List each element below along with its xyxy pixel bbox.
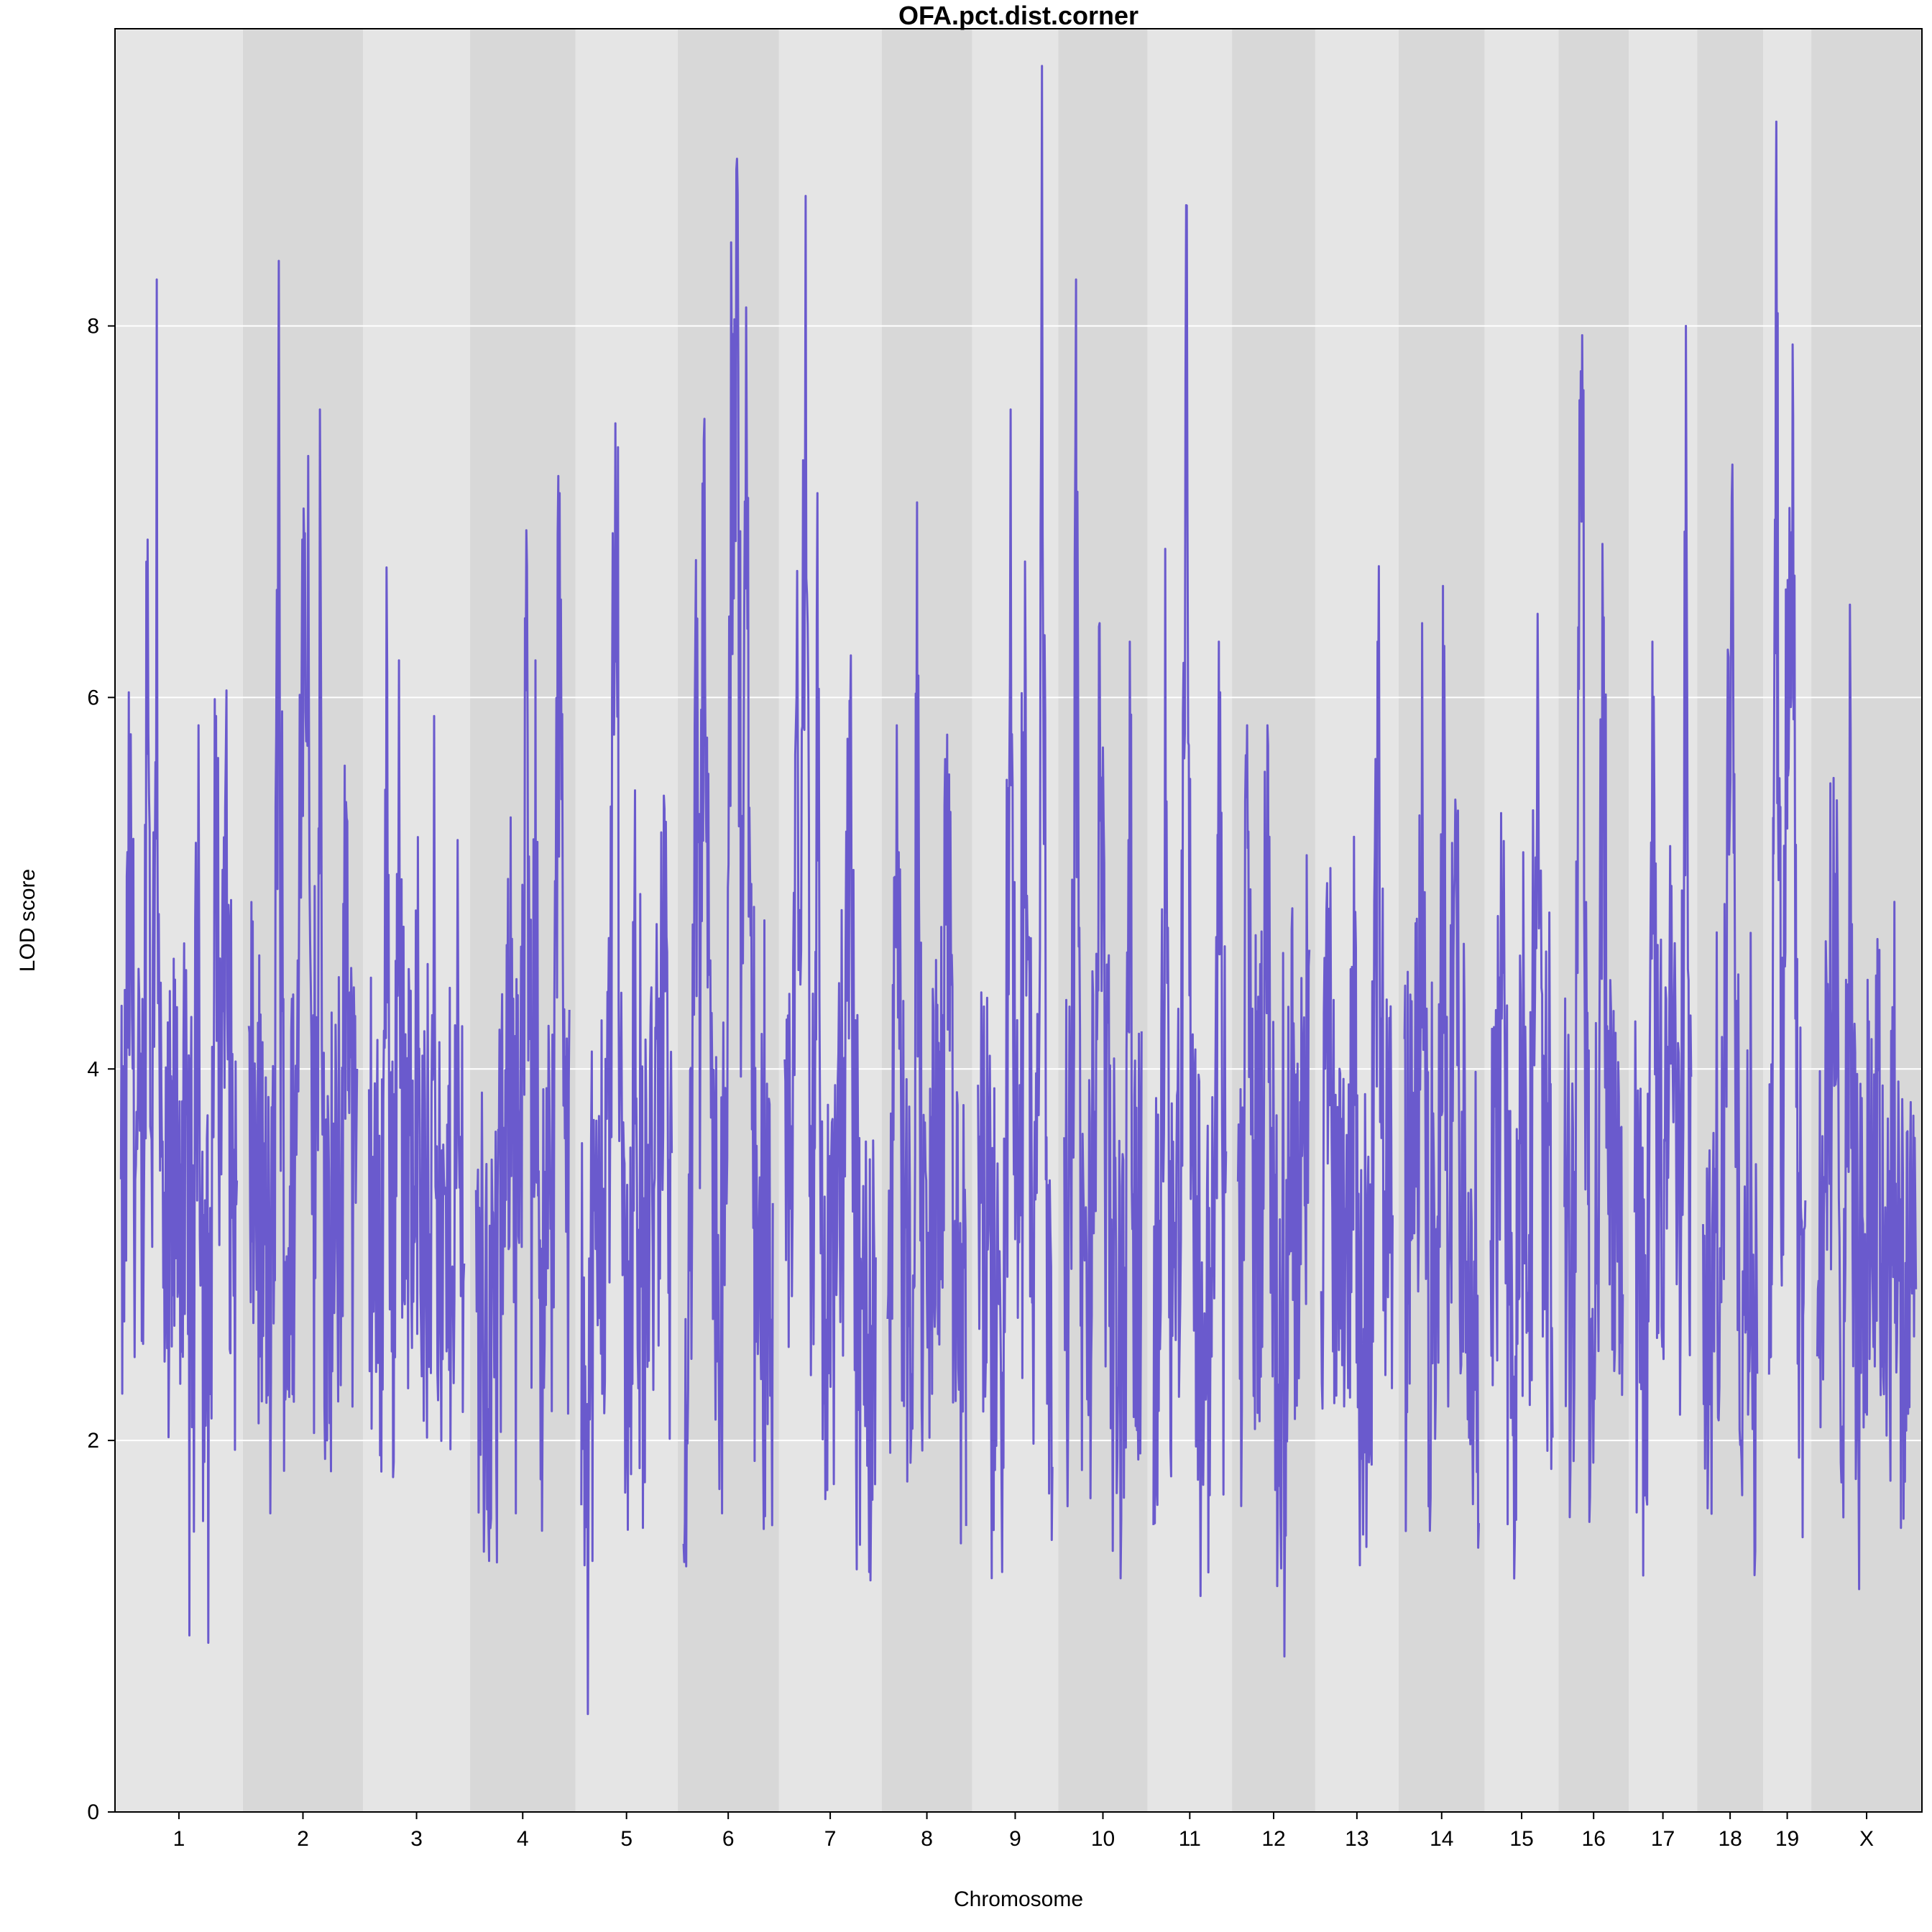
y-axis-label: LOD score xyxy=(16,869,40,972)
x-tick-label: 2 xyxy=(297,1827,309,1851)
chart-title: OFA.pct.dist.corner xyxy=(898,1,1138,30)
x-tick-label: 9 xyxy=(1009,1827,1021,1851)
y-axis: 0 2 4 6 8 xyxy=(87,315,115,1824)
lod-line-chr-8 xyxy=(886,501,967,1545)
x-tick-label: 14 xyxy=(1430,1827,1453,1851)
y-tick-label: 6 xyxy=(87,686,99,709)
lod-line-chr-9 xyxy=(977,65,1054,1580)
lod-line-chr-13 xyxy=(1320,565,1394,1567)
lod-line-chr-X xyxy=(1816,603,1918,1591)
lod-line-chr-14 xyxy=(1403,584,1480,1549)
chromosome-band-18 xyxy=(1697,29,1764,1812)
lod-line-chr-10 xyxy=(1063,278,1143,1580)
lod-line-chr-3 xyxy=(367,566,466,1478)
x-tick-label: 13 xyxy=(1345,1827,1368,1851)
lod-line-chr-18 xyxy=(1702,463,1759,1576)
chromosome-band-X xyxy=(1811,29,1922,1812)
lod-line-chr-7 xyxy=(783,195,877,1582)
x-tick-label: 19 xyxy=(1775,1827,1799,1851)
chromosome-band-19 xyxy=(1763,29,1812,1812)
x-tick-label: 11 xyxy=(1179,1827,1201,1851)
lod-line-chr-6 xyxy=(682,157,774,1568)
lod-line-chr-17 xyxy=(1633,325,1693,1577)
plot-frame xyxy=(114,28,1923,1813)
x-tick-label: 4 xyxy=(517,1827,529,1851)
x-axis: 1 2 3 4 5 6 7 8 9 10 11 12 13 14 15 16 17 18 19 X xyxy=(173,1812,1874,1851)
lod-line-chr-12 xyxy=(1236,724,1311,1658)
lod-series xyxy=(119,65,1918,1716)
lod-line-chr-1 xyxy=(119,278,239,1644)
y-tick-label: 0 xyxy=(87,1800,99,1824)
lod-line-chr-16 xyxy=(1563,334,1624,1523)
x-tick-label: 10 xyxy=(1091,1827,1115,1851)
x-tick-label: 12 xyxy=(1261,1827,1285,1851)
x-tick-label: 16 xyxy=(1582,1827,1606,1851)
chromosome-band-15 xyxy=(1484,29,1559,1812)
lod-line-chr-19 xyxy=(1767,120,1807,1539)
chromosome-band-16 xyxy=(1558,29,1629,1812)
x-tick-label: 17 xyxy=(1651,1827,1675,1851)
x-tick-label: 18 xyxy=(1718,1827,1742,1851)
y-tick-label: 8 xyxy=(87,315,99,339)
lod-line-chr-15 xyxy=(1489,612,1554,1580)
x-tick-label: X xyxy=(1859,1827,1874,1851)
x-tick-label: 3 xyxy=(410,1827,423,1851)
lod-line-chr-2 xyxy=(247,259,359,1514)
lod-line-chr-11 xyxy=(1152,204,1228,1597)
x-tick-label: 5 xyxy=(620,1827,632,1851)
lod-line-chr-4 xyxy=(474,474,571,1564)
x-axis-label: Chromosome xyxy=(954,1887,1083,1911)
y-tick-label: 2 xyxy=(87,1429,99,1453)
x-tick-label: 7 xyxy=(824,1827,837,1851)
x-tick-label: 8 xyxy=(921,1827,933,1851)
x-tick-label: 15 xyxy=(1509,1827,1533,1851)
x-tick-label: 6 xyxy=(722,1827,735,1851)
lod-line-chr-5 xyxy=(580,422,673,1716)
x-tick-label: 1 xyxy=(173,1827,185,1851)
y-tick-label: 4 xyxy=(87,1057,99,1081)
